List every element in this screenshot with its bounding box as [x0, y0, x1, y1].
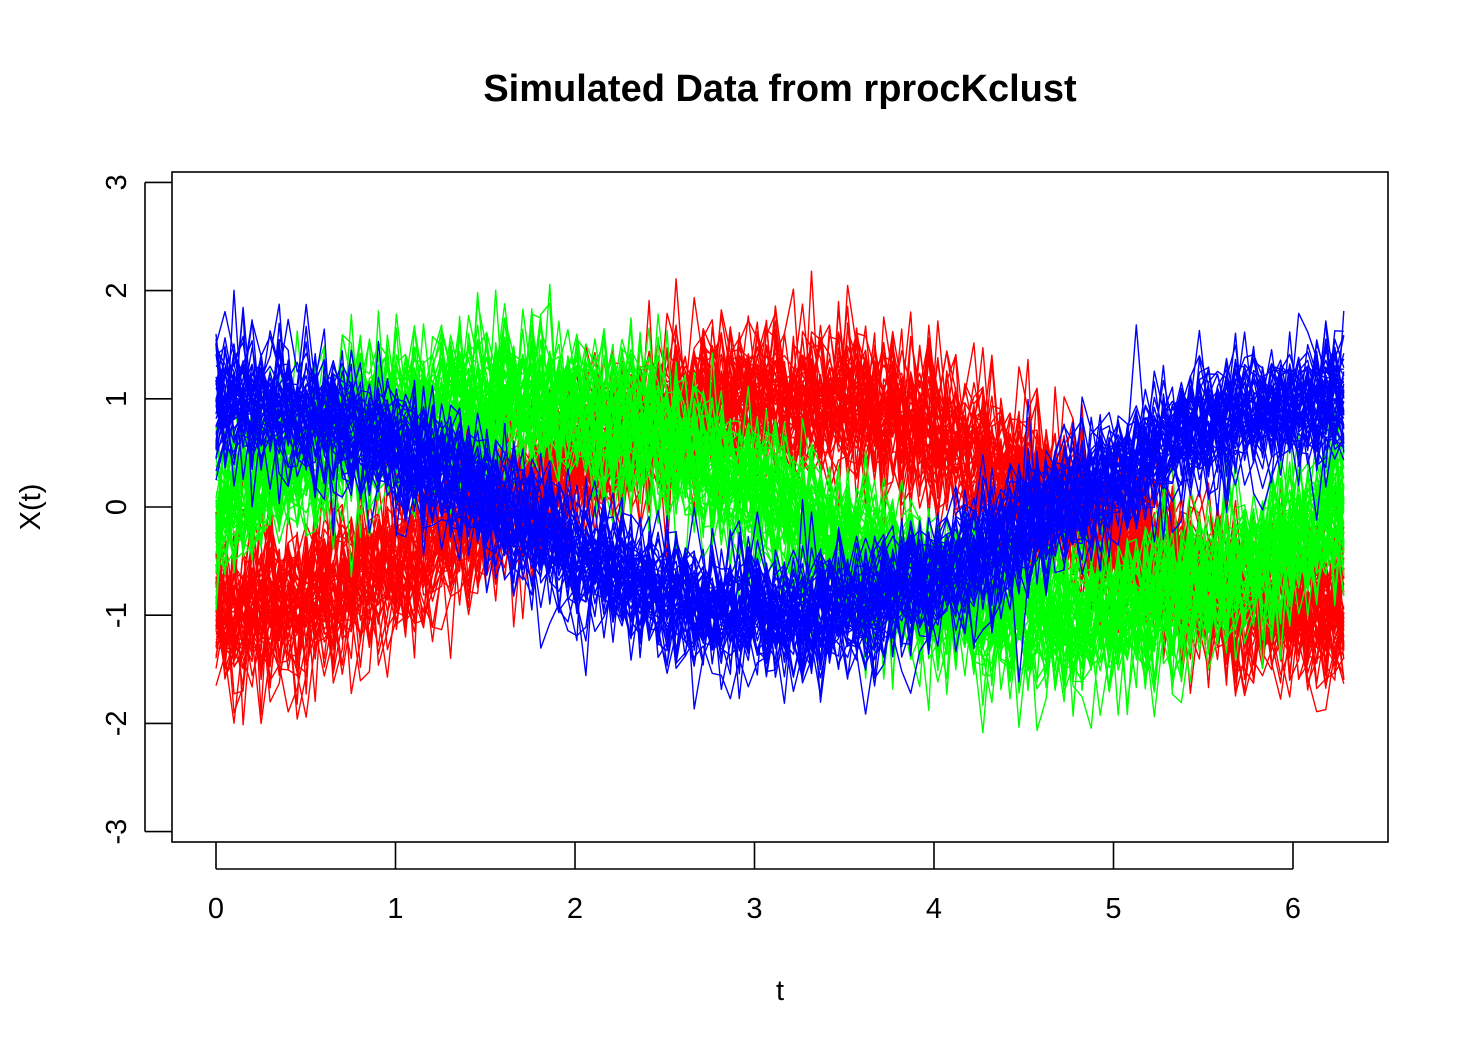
x-tick-label: 1: [387, 893, 403, 925]
x-tick-label: 6: [1285, 893, 1301, 925]
x-tick-label: 5: [1105, 893, 1121, 925]
series-2-curve: [215, 351, 1345, 703]
x-tick-label: 4: [926, 893, 942, 925]
y-tick-label: -2: [101, 711, 133, 737]
x-axis: 0 1 2 3 4 5 6: [208, 842, 1301, 925]
y-tick-label: -1: [101, 602, 133, 628]
y-tick-label: 2: [101, 283, 133, 299]
y-tick-label: 1: [101, 391, 133, 407]
x-tick-label: 0: [208, 893, 224, 925]
y-tick-label: -3: [101, 819, 133, 845]
series-1-curve: [215, 329, 1345, 655]
y-axis: -3 -2 -1 0 1 2 3: [101, 174, 172, 844]
x-tick-label: 2: [567, 893, 583, 925]
series-3-curve: [215, 333, 1345, 650]
x-axis-label: t: [776, 975, 784, 1007]
series-3-curve: [215, 347, 1345, 662]
plot-area: [215, 270, 1345, 734]
y-tick-label: 3: [101, 174, 133, 190]
series-2-curve: [215, 339, 1345, 691]
chart-title: Simulated Data from rprocKclust: [483, 68, 1077, 110]
x-tick-label: 3: [746, 893, 762, 925]
y-axis-label: X(t): [15, 484, 47, 531]
y-tick-label: 0: [101, 499, 133, 515]
series-3-curve: [215, 375, 1345, 662]
series-3: [215, 289, 1345, 715]
